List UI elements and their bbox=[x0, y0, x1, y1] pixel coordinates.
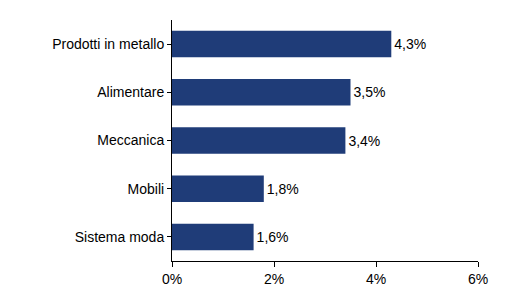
svg-text:4,3%: 4,3% bbox=[394, 36, 426, 52]
svg-text:1,8%: 1,8% bbox=[267, 181, 299, 197]
svg-text:1,6%: 1,6% bbox=[257, 229, 289, 245]
svg-text:6%: 6% bbox=[468, 271, 488, 287]
svg-text:2%: 2% bbox=[264, 271, 284, 287]
svg-text:Meccanica: Meccanica bbox=[97, 132, 164, 148]
svg-text:3,4%: 3,4% bbox=[348, 133, 380, 149]
svg-text:Mobili: Mobili bbox=[128, 181, 165, 197]
svg-text:4%: 4% bbox=[366, 271, 386, 287]
svg-text:3,5%: 3,5% bbox=[354, 84, 386, 100]
svg-text:Alimentare: Alimentare bbox=[97, 84, 164, 100]
svg-text:Sistema moda: Sistema moda bbox=[75, 229, 165, 245]
svg-text:0%: 0% bbox=[162, 271, 182, 287]
svg-text:Prodotti in metallo: Prodotti in metallo bbox=[52, 36, 164, 52]
